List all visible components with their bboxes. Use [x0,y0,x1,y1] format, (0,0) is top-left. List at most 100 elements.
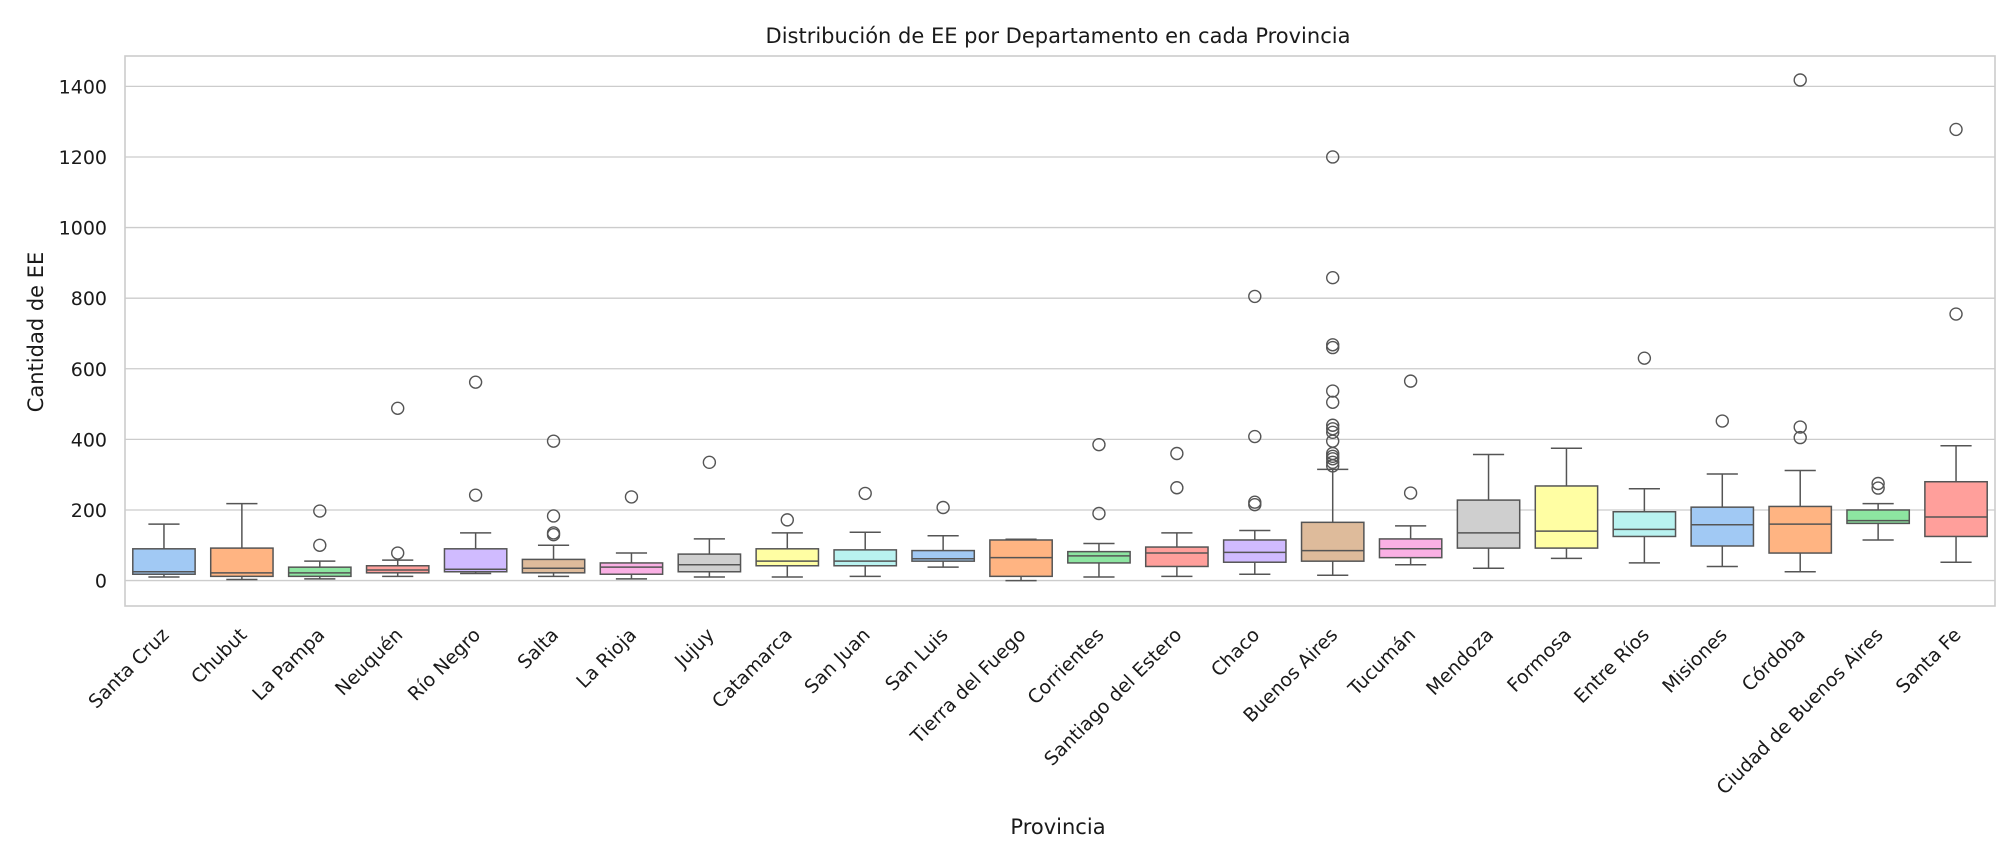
outlier-point [1248,289,1262,304]
box-18 [1456,453,1521,569]
outlier-point [1793,430,1807,445]
outlier-point [1092,437,1106,452]
outlier-point [1248,429,1262,444]
iqr-box [1300,521,1365,562]
box-16 [1300,150,1365,577]
box-3 [287,504,352,580]
y-axis-label: Cantidad de EE [24,252,48,413]
outlier-point [1326,338,1340,352]
grid-layer [125,85,1995,582]
outlier-point [1248,495,1262,509]
outlier-point [1793,73,1807,87]
box-21 [1690,414,1755,568]
y-tick-label: 1200 [59,147,107,169]
x-axis-label: Provincia [1010,815,1105,839]
box-20 [1612,351,1677,564]
outlier-point [1170,481,1184,495]
iqr-box [1612,510,1677,538]
iqr-box [755,548,820,567]
iqr-box [833,549,898,567]
iqr-box [1768,505,1833,554]
outlier-point [1949,122,1963,137]
box-15 [1222,289,1287,575]
iqr-box [521,558,586,574]
outlier-point [1403,374,1418,388]
iqr-box [1456,499,1521,549]
outlier-point [1326,422,1340,436]
box-17 [1378,374,1443,566]
chart-title: Distribución de EE por Departamento en c… [766,24,1351,48]
outlier-point [702,455,717,470]
outlier-point [858,486,872,501]
outlier-point [1326,150,1340,164]
iqr-box [1690,506,1755,547]
box-layer [132,73,1988,582]
iqr-box [1144,546,1209,568]
outlier-point [1326,270,1340,285]
iqr-box [1924,480,1988,538]
box-10 [833,486,898,578]
box-24 [1924,122,1988,563]
outlier-point [1403,486,1418,500]
outlier-point [1715,414,1729,428]
iqr-box [443,548,508,573]
outlier-point [1170,446,1184,461]
box-9 [755,513,820,578]
outlier-point [391,401,405,416]
box-7 [599,490,664,580]
outlier-point [1637,351,1652,365]
y-tick-label: 800 [71,288,107,310]
box-11 [911,500,976,568]
iqr-box [287,566,352,578]
iqr-box [1846,509,1911,525]
outlier-point [1871,476,1885,491]
iqr-box [209,547,274,578]
outlier-point [1793,420,1807,434]
plot-frame [124,55,1996,607]
iqr-box [1222,539,1287,563]
y-tick-label: 600 [71,359,107,381]
outlier-point [1949,307,1963,321]
outlier-point [546,509,561,523]
box-12 [989,538,1053,582]
outlier-point [391,546,405,560]
box-2 [209,502,274,581]
box-1 [132,523,196,578]
box-22 [1768,73,1833,573]
box-6 [521,434,586,578]
outlier-point [1326,425,1340,440]
outlier-point [624,490,639,504]
y-tick-label: 400 [71,429,107,451]
y-tick-label: 1000 [59,218,107,240]
outlier-point [1326,384,1340,398]
box-8 [677,455,742,578]
iqr-box [599,562,664,575]
box-14 [1144,446,1209,578]
iqr-box [1534,485,1599,549]
outlier-point [546,526,561,540]
outlier-point [468,488,483,502]
outlier-point [468,375,483,389]
iqr-box [677,553,742,573]
y-tick-label: 200 [71,500,107,522]
y-tick-label: 0 [95,571,107,593]
outlier-point [1871,481,1885,495]
outlier-point [313,504,327,518]
box-23 [1846,476,1911,541]
y-tick-label: 1400 [59,76,107,98]
outlier-point [313,538,327,552]
box-19 [1534,447,1599,560]
y-tick-labels: 0 200 400 600 800 1000 1200 1400 [59,76,107,592]
box-4 [365,401,430,578]
outlier-point [1326,395,1340,410]
outlier-point [1326,455,1340,470]
outlier-point [936,500,950,515]
iqr-box [1067,550,1131,564]
outlier-point [1092,506,1106,521]
iqr-box [132,548,196,575]
box-13 [1067,437,1131,578]
iqr-box [911,549,976,562]
box-5 [443,375,508,575]
